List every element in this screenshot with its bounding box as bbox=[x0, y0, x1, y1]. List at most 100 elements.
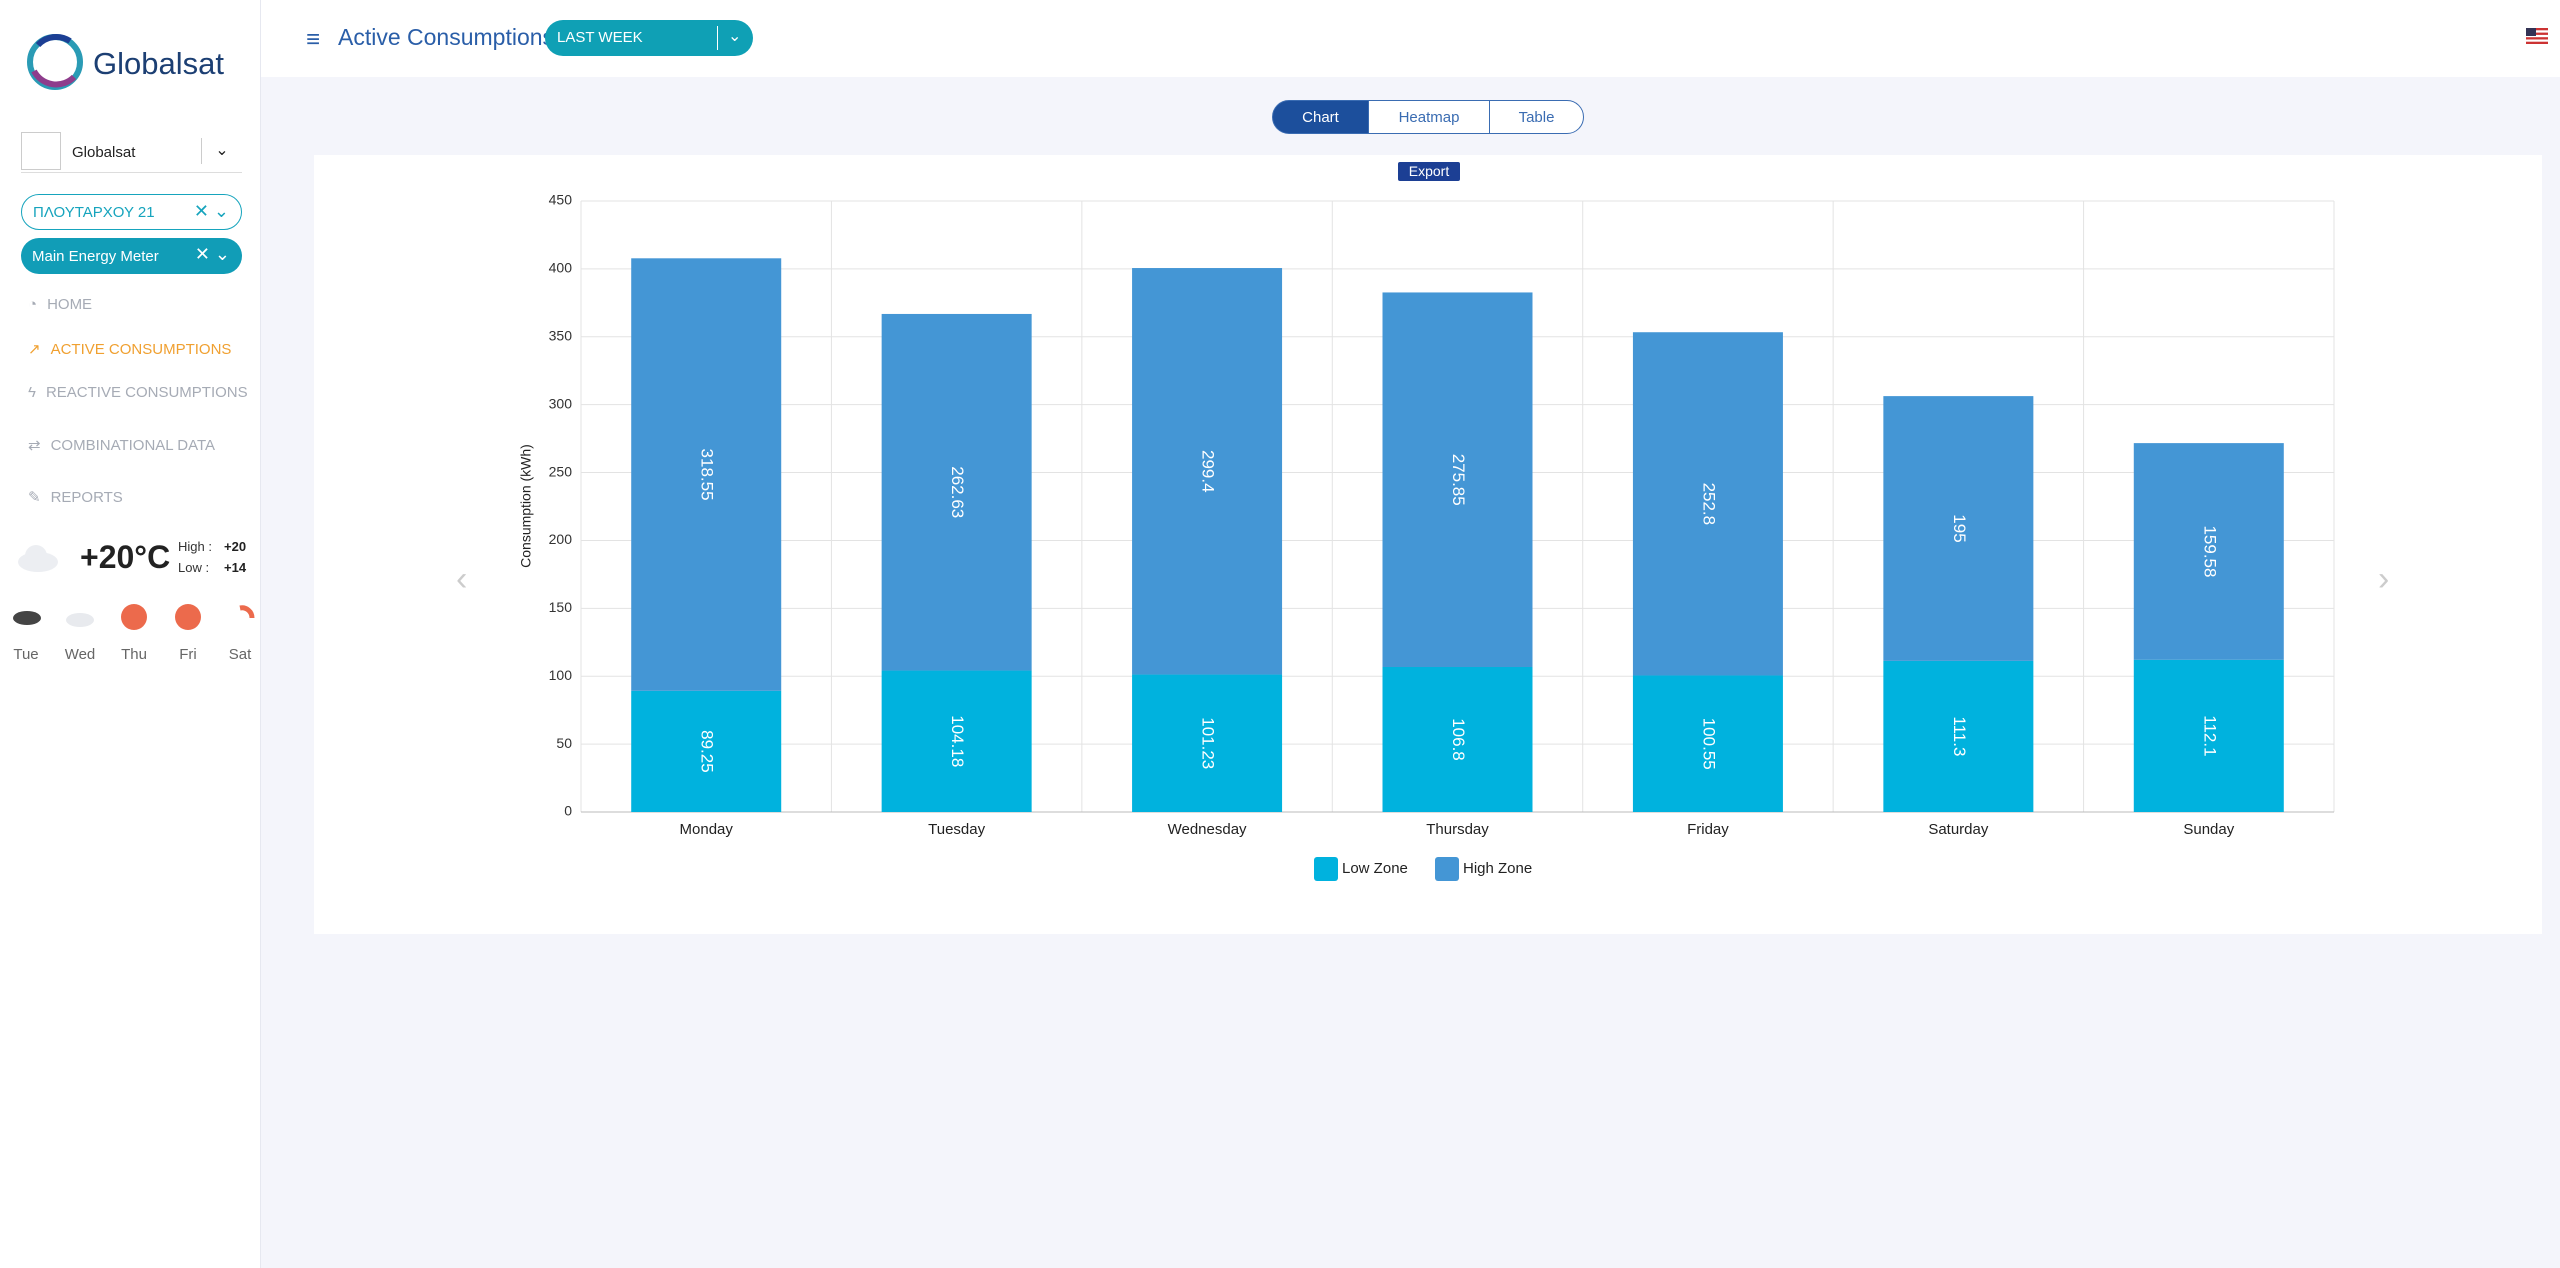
y-tick-label: 350 bbox=[549, 327, 573, 343]
y-tick-label: 150 bbox=[549, 599, 573, 615]
bar-segment bbox=[2133, 443, 2284, 660]
value-label: 101.23 bbox=[1199, 717, 1218, 769]
forecast-day: Wed bbox=[64, 646, 96, 663]
period-select[interactable]: LAST WEEK ⌄ bbox=[545, 20, 753, 56]
weather-icon bbox=[18, 545, 58, 572]
nav-item[interactable]: ↗ ACTIVE CONSUMPTIONS bbox=[28, 340, 232, 359]
value-label: 100.55 bbox=[1699, 718, 1718, 770]
high-label: High : bbox=[178, 539, 212, 554]
account-name: Globalsat bbox=[72, 144, 136, 161]
value-label: 275.85 bbox=[1449, 454, 1468, 506]
nav-label: HOME bbox=[47, 296, 93, 313]
y-axis-title: Consumption (kWh) bbox=[518, 444, 534, 568]
nav-icon: ↗ bbox=[28, 341, 41, 358]
nav-label: REACTIVE CONSUMPTIONS bbox=[45, 384, 248, 401]
tab[interactable]: Chart bbox=[1272, 100, 1369, 134]
forecast-icons bbox=[13, 604, 255, 630]
top-bar: ≡ Active Consumptions LAST WEEK ⌄ bbox=[261, 0, 2560, 77]
legend-swatch bbox=[1435, 857, 1459, 881]
y-tick-label: 200 bbox=[549, 531, 573, 547]
account-avatar bbox=[21, 132, 61, 170]
bar-segment bbox=[1132, 268, 1283, 675]
y-tick-label: 100 bbox=[549, 667, 573, 683]
bar-segment bbox=[881, 313, 1032, 671]
chip-controls: ✕ ⌄ bbox=[194, 244, 230, 264]
period-label: LAST WEEK bbox=[557, 29, 643, 46]
bar-segment bbox=[1632, 332, 1783, 676]
prev-arrow[interactable]: ‹ bbox=[456, 560, 468, 598]
value-label: 299.4 bbox=[1199, 450, 1218, 493]
y-tick-label: 250 bbox=[549, 463, 573, 479]
dropdown-arrow: ⌄ bbox=[201, 138, 242, 164]
logo-text: Globalsat bbox=[93, 46, 224, 81]
low-value: +14 bbox=[224, 560, 247, 575]
bar-segment bbox=[881, 670, 1032, 812]
nav-label: ACTIVE CONSUMPTIONS bbox=[50, 340, 232, 358]
page-title: Active Consumptions bbox=[338, 24, 555, 50]
nav-icon: ◔ bbox=[28, 296, 38, 313]
temperature: +20°C bbox=[80, 539, 171, 575]
meter-name: Main Energy Meter bbox=[32, 247, 159, 265]
value-label: 159.58 bbox=[2200, 525, 2219, 577]
bar-segment bbox=[631, 258, 782, 691]
x-tick-label: Wednesday bbox=[1168, 821, 1247, 838]
nav-item[interactable]: ϟ REACTIVE CONSUMPTIONS bbox=[28, 384, 248, 401]
forecast-day: Tue bbox=[13, 646, 39, 663]
x-tick-label: Thursday bbox=[1426, 821, 1489, 838]
meter-chip[interactable]: Main Energy Meter ✕ ⌄ bbox=[21, 238, 242, 274]
value-label: 252.8 bbox=[1699, 483, 1718, 526]
bar-segment bbox=[1632, 675, 1783, 812]
high-value: +20 bbox=[224, 539, 247, 554]
bar-segment bbox=[1132, 674, 1283, 812]
account-select[interactable]: Globalsat ⌄ bbox=[21, 132, 242, 173]
x-tick-label: Sunday bbox=[2183, 821, 2234, 838]
y-tick-label: 400 bbox=[549, 260, 573, 276]
value-label: 111.3 bbox=[1950, 716, 1969, 756]
dropdown-arrow: ⌄ bbox=[717, 26, 741, 50]
nav-item[interactable]: ✎ REPORTS bbox=[28, 488, 123, 507]
bar-segment bbox=[1883, 660, 2034, 812]
bar-segment bbox=[631, 690, 782, 812]
tab[interactable]: Table bbox=[1489, 100, 1584, 134]
nav-icon: ⇄ bbox=[28, 437, 41, 454]
y-tick-label: 50 bbox=[556, 735, 572, 751]
value-label: 262.63 bbox=[948, 466, 967, 518]
value-label: 318.55 bbox=[698, 449, 717, 501]
nav-label: REPORTS bbox=[50, 488, 123, 506]
tab[interactable]: Heatmap bbox=[1368, 100, 1490, 134]
legend-swatch bbox=[1314, 857, 1338, 881]
x-tick-label: Friday bbox=[1687, 821, 1729, 838]
nav-label: COMBINATIONAL DATA bbox=[50, 436, 216, 454]
nav-item[interactable]: ⇄ COMBINATIONAL DATA bbox=[28, 436, 216, 455]
language-flag[interactable] bbox=[2526, 28, 2548, 44]
export-button[interactable]: Export bbox=[1398, 162, 1460, 181]
value-label: 106.8 bbox=[1449, 718, 1468, 761]
nav-icon: ✎ bbox=[28, 489, 41, 506]
menu-toggle[interactable]: ≡ bbox=[306, 26, 321, 53]
y-tick-label: 0 bbox=[564, 803, 572, 819]
x-tick-label: Saturday bbox=[1928, 821, 1989, 838]
nav-icon: ϟ bbox=[28, 384, 36, 401]
bar-segment bbox=[1883, 396, 2034, 661]
forecast-day: Fri bbox=[179, 646, 197, 663]
x-tick-label: Monday bbox=[680, 821, 734, 838]
bar-segment bbox=[2133, 659, 2284, 812]
sidebar: Globalsat Globalsat ⌄ ΠΛΟΥΤΑΡΧΟΥ 21 ✕ ⌄ … bbox=[0, 0, 261, 1268]
value-label: 195 bbox=[1950, 514, 1969, 542]
bar-segment bbox=[1382, 666, 1533, 812]
logo-icon bbox=[27, 33, 83, 90]
legend-label: Low Zone bbox=[1342, 860, 1408, 877]
site-name: ΠΛΟΥΤΑΡΧΟΥ 21 bbox=[33, 203, 155, 221]
next-arrow[interactable]: › bbox=[2378, 560, 2390, 598]
x-tick-label: Tuesday bbox=[928, 821, 985, 838]
chip-controls: ✕ ⌄ bbox=[193, 201, 229, 221]
forecast-day: Sat bbox=[228, 646, 252, 663]
site-chip[interactable]: ΠΛΟΥΤΑΡΧΟΥ 21 ✕ ⌄ bbox=[21, 194, 242, 230]
value-label: 112.1 bbox=[2200, 715, 2219, 756]
nav-item[interactable]: ◔ HOME bbox=[28, 296, 92, 313]
y-tick-label: 450 bbox=[549, 192, 573, 208]
low-label: Low : bbox=[178, 560, 210, 575]
forecast-day: Thu bbox=[121, 646, 147, 663]
